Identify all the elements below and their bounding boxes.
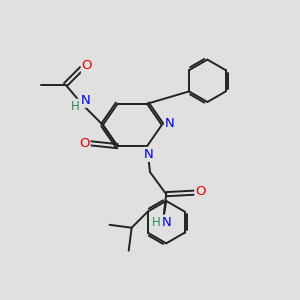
Text: N: N — [165, 117, 175, 130]
Text: H: H — [152, 216, 161, 229]
Text: N: N — [162, 216, 172, 229]
Text: O: O — [82, 59, 92, 72]
Text: O: O — [195, 185, 206, 198]
Text: H: H — [71, 100, 80, 112]
Text: O: O — [79, 137, 90, 150]
Text: N: N — [80, 94, 90, 107]
Text: N: N — [144, 148, 153, 161]
